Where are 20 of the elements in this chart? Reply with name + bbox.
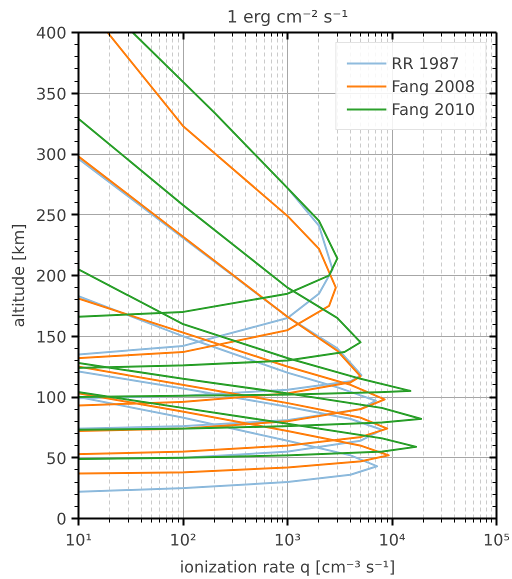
y-axis-title: altitude [km] [8,224,28,328]
x-axis-title: ionization rate q [cm⁻³ s⁻¹] [180,558,396,576]
legend-label: Fang 2008 [391,76,475,96]
y-tick-label: 0 [56,510,67,528]
y-tick-label: 100 [36,388,67,407]
y-tick-label: 200 [36,266,67,286]
y-tick-label: 50 [46,448,66,468]
x-tick-label: 10¹ [65,530,92,550]
x-tick-label: 10⁵ [483,530,510,550]
x-tick-label: 10² [170,530,196,550]
y-tick-label: 400 [36,24,67,42]
y-tick-label: 150 [36,327,67,346]
chart-title: 1 erg cm⁻² s⁻¹ [226,8,348,28]
y-tick-label: 350 [36,84,67,104]
x-tick-label: 10³ [274,530,301,550]
x-tick-label: 10⁴ [378,530,406,550]
legend-label: Fang 2010 [391,100,475,118]
y-tick-label: 250 [36,206,67,225]
legend-label: RR 1987 [391,54,460,72]
y-tick-label: 300 [36,145,67,164]
